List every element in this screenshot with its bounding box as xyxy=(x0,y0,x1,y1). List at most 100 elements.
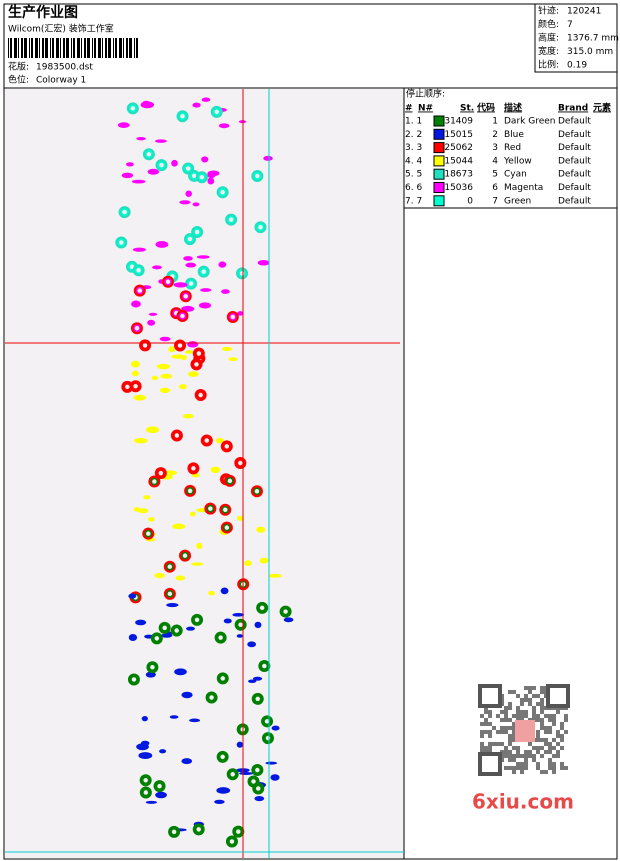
leaf xyxy=(218,261,227,268)
bar xyxy=(56,38,59,58)
leaf xyxy=(254,795,265,802)
qr-cell xyxy=(524,714,528,718)
flower-center xyxy=(170,828,178,836)
qr-cell xyxy=(556,710,560,714)
info-label: 高度: xyxy=(538,32,559,44)
qr-cell xyxy=(480,714,484,718)
qr-cell xyxy=(540,746,544,750)
qr-cell xyxy=(488,734,492,738)
qr-cell xyxy=(560,762,564,766)
flower-center xyxy=(196,391,205,399)
leaf xyxy=(160,373,173,379)
flower-center xyxy=(238,269,246,278)
leaf xyxy=(236,634,244,638)
row-index: 7. 7 xyxy=(405,196,422,206)
leaf xyxy=(133,437,148,444)
qr-cell xyxy=(540,770,544,774)
qr-cell xyxy=(496,714,500,718)
qr-logo xyxy=(515,720,535,742)
leaf xyxy=(210,466,221,474)
watermark: 6xiu.com xyxy=(472,790,574,814)
leaf xyxy=(174,668,187,676)
flower-center xyxy=(141,776,150,784)
leaf xyxy=(263,155,273,161)
leaf xyxy=(172,523,186,530)
leaf xyxy=(171,159,178,167)
leaf xyxy=(131,370,139,377)
flower-center xyxy=(228,837,236,846)
column-header: 描述 xyxy=(504,102,522,114)
flower-center xyxy=(192,360,201,369)
flower-center xyxy=(164,278,172,286)
leaf xyxy=(185,190,193,198)
leaf xyxy=(185,262,197,268)
flower-center xyxy=(219,674,227,683)
leaf xyxy=(271,725,280,731)
qr-cell xyxy=(548,718,552,722)
qr-cell xyxy=(504,746,508,750)
qr-cell xyxy=(544,726,548,730)
qr-cell xyxy=(512,726,516,730)
code: 5 xyxy=(492,170,498,180)
flower-center xyxy=(218,188,227,197)
qr-cell xyxy=(520,762,524,766)
qr-cell xyxy=(532,714,536,718)
qr-cell xyxy=(492,726,496,730)
leaf xyxy=(228,357,238,362)
flower-center xyxy=(253,766,262,774)
leaf xyxy=(136,136,146,141)
brand: Default xyxy=(558,130,591,140)
qr-cell xyxy=(508,706,512,710)
description: Cyan xyxy=(504,170,527,180)
flower-center xyxy=(221,506,230,514)
flower-center xyxy=(226,477,234,485)
leaf xyxy=(183,256,193,261)
flower-center xyxy=(249,777,258,786)
bar xyxy=(87,38,90,58)
qr-cell xyxy=(564,718,568,722)
stitches: 15015 xyxy=(444,130,473,140)
qr-cell xyxy=(508,734,512,738)
qr-cell xyxy=(560,766,564,770)
qr-cell xyxy=(552,722,556,726)
column-header: 代码 xyxy=(476,102,495,114)
qr-cell xyxy=(480,722,484,726)
leaf xyxy=(236,741,244,748)
qr-cell xyxy=(480,734,484,738)
row-index: 1. 1 xyxy=(405,117,422,127)
leaf xyxy=(135,619,147,626)
leaf xyxy=(232,612,245,617)
leaf xyxy=(189,718,201,723)
qr-cell xyxy=(540,698,544,702)
leaf xyxy=(164,470,178,476)
leaf xyxy=(159,749,167,754)
flower-center xyxy=(195,349,203,358)
info-value: 7 xyxy=(567,20,573,30)
qr-cell xyxy=(540,738,544,742)
qr-code xyxy=(472,682,580,782)
leaf xyxy=(199,302,212,309)
leaf xyxy=(208,590,215,596)
qr-cell xyxy=(508,718,512,722)
flower-center xyxy=(281,607,290,616)
qr-cell xyxy=(508,726,512,730)
qr-cell xyxy=(536,702,540,706)
flower-center xyxy=(212,108,221,116)
bar xyxy=(42,38,44,58)
bar xyxy=(129,38,132,58)
qr-cell xyxy=(544,738,548,742)
bar xyxy=(94,38,96,58)
row-index: 6. 6 xyxy=(405,183,422,193)
flower-center xyxy=(150,477,159,486)
flower-center xyxy=(123,383,132,391)
leaf xyxy=(207,170,220,177)
bar xyxy=(123,38,124,58)
brand: Default xyxy=(558,156,591,166)
qr-cell xyxy=(524,694,528,698)
qr-cell xyxy=(528,686,532,690)
code: 7 xyxy=(492,196,498,206)
qr-cell xyxy=(488,722,492,726)
flower-center xyxy=(203,436,211,445)
qr-cell xyxy=(516,746,520,750)
flower-center xyxy=(157,469,165,477)
